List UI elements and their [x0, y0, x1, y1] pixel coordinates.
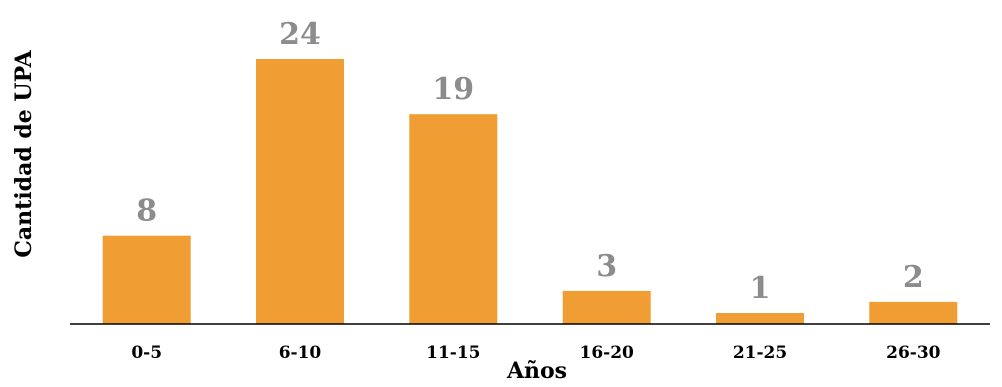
data-label-6-10: 24	[279, 17, 321, 52]
bar-16-20	[562, 290, 651, 324]
x-tick-label-21-25: 21-25	[733, 343, 787, 363]
y-axis-title: Cantidad de UPA	[11, 49, 37, 257]
data-label-11-15: 19	[432, 72, 474, 107]
bars-group	[102, 59, 958, 324]
x-tick-label-0-5: 0-5	[131, 343, 162, 363]
data-label-21-25: 1	[750, 271, 771, 306]
data-label-16-20: 3	[596, 249, 617, 284]
bar-21-25	[716, 313, 804, 324]
bar-0-5	[102, 235, 191, 324]
x-axis-title: Años	[506, 358, 567, 383]
x-tick-label-26-30: 26-30	[886, 343, 941, 363]
bar-26-30	[869, 301, 958, 324]
x-tick-label-11-15: 11-15	[426, 343, 480, 363]
data-labels-group: 8 24 19 3 1 2	[136, 17, 923, 306]
x-tick-label-16-20: 16-20	[580, 343, 635, 363]
x-tick-labels-group: 0-5 6-10 11-15 16-20 21-25 26-30	[131, 343, 940, 363]
bar-11-15	[409, 114, 498, 324]
data-label-26-30: 2	[903, 260, 924, 295]
bar-6-10	[256, 59, 344, 324]
data-label-0-5: 8	[136, 194, 157, 229]
x-tick-label-6-10: 6-10	[279, 343, 322, 363]
